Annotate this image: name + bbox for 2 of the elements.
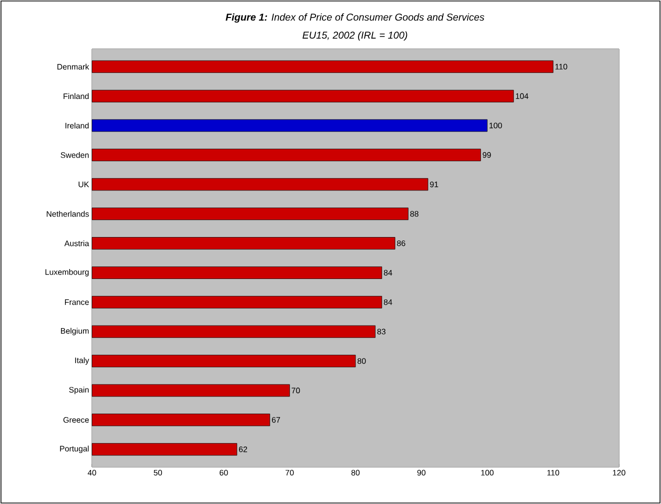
chart-title: Figure 1: Index of Price of Consumer Goods and Services	[226, 13, 484, 23]
chart-subtitle: EU15, 2002 (IRL = 100)	[302, 31, 408, 41]
